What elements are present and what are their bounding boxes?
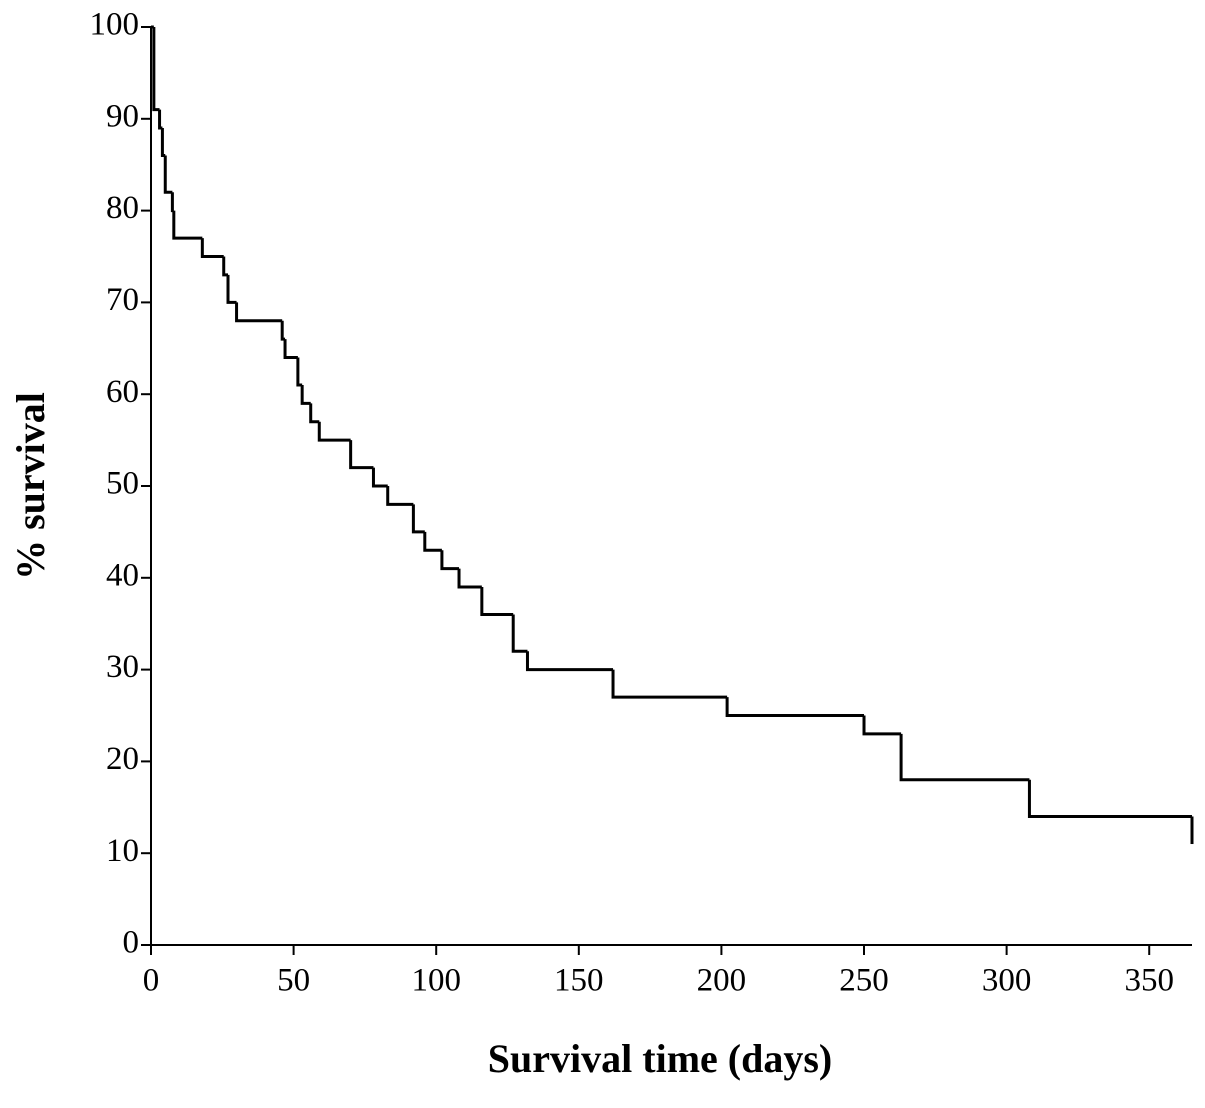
survival-step (862, 715, 902, 736)
survival-step (235, 302, 283, 323)
survival-step (725, 697, 865, 717)
x-tick-label: 200 (697, 963, 747, 999)
y-tick-label: 90 (106, 98, 139, 134)
survival-step (511, 614, 528, 653)
y-tick-label: 30 (106, 649, 139, 685)
survival-step (525, 651, 614, 672)
survival-step (423, 531, 442, 552)
survival-step (440, 550, 460, 571)
survival-step (480, 586, 514, 617)
survival-step (309, 403, 320, 424)
y-tick-label: 100 (90, 7, 140, 43)
survival-step (296, 357, 303, 387)
x-tick-label: 250 (839, 963, 889, 999)
x-tick-label: 100 (411, 963, 461, 999)
survival-step (300, 385, 311, 405)
survival-step (280, 320, 286, 341)
x-tick-label: 350 (1124, 963, 1174, 999)
survival-step (158, 109, 163, 130)
survival-step (200, 238, 224, 258)
survival-step (349, 440, 374, 470)
y-tick-label: 60 (106, 374, 139, 410)
y-tick-label: 70 (106, 282, 139, 318)
survival-step (170, 192, 174, 213)
survival-step (222, 256, 229, 277)
x-tick-label: 300 (982, 963, 1032, 999)
survival-step (226, 274, 237, 304)
y-tick-label: 10 (106, 833, 139, 869)
x-tick-label: 0 (143, 963, 160, 999)
survival-step (152, 27, 160, 112)
survival-step (371, 467, 388, 488)
y-tick-label: 40 (106, 557, 139, 593)
survival-step (1027, 779, 1192, 818)
y-tick-label: 50 (106, 466, 139, 502)
survival-step (411, 504, 425, 534)
x-tick-label: 150 (554, 963, 604, 999)
survival-step (317, 421, 351, 442)
survival-step (899, 733, 1030, 782)
survival-step (457, 568, 482, 589)
survival-step (611, 669, 728, 699)
x-axis-title: Survival time (days) (488, 1036, 832, 1081)
survival-step (163, 155, 173, 194)
y-tick-label: 20 (106, 741, 139, 777)
y-tick-label: 80 (106, 190, 139, 226)
survival-step (160, 127, 166, 158)
x-tick-label: 50 (277, 963, 310, 999)
y-axis-title: % survival (8, 392, 53, 580)
survival-step (172, 210, 203, 240)
survival-step (386, 486, 414, 506)
y-tick-label: 0 (123, 925, 140, 961)
survival-step (283, 339, 298, 359)
